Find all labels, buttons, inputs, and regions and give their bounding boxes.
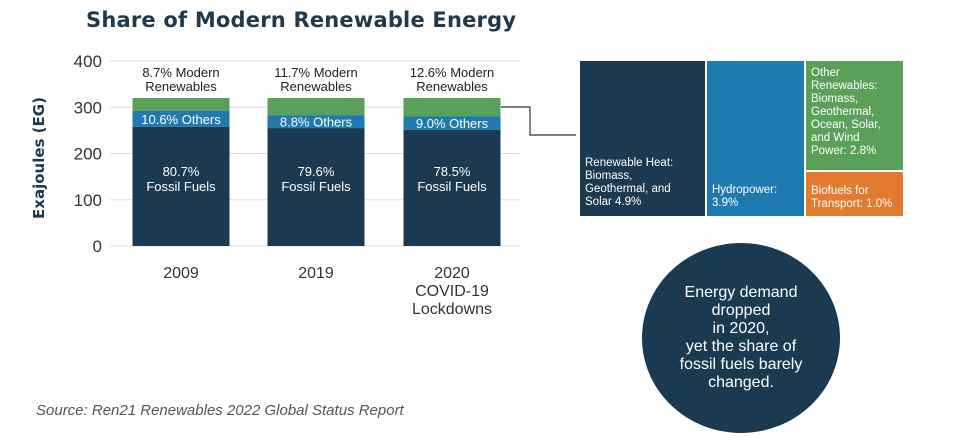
treemap-label-renewable-heat-1: Biomass,	[585, 170, 632, 182]
treemap-label-renewable-heat-3: Solar 4.9%	[585, 196, 641, 208]
treemap-label-biofuels-for-transport-1: Transport: 1.0%	[811, 198, 892, 210]
treemap-label-other-renewables-3: Geothermal,	[811, 106, 874, 118]
chart-title: Share of Modern Renewable Energy	[86, 8, 517, 32]
y-tick-label-0: 0	[93, 237, 102, 256]
data-label-fossil-0-0: 80.7%	[163, 164, 200, 179]
x-tick-label-0-0: 2009	[163, 265, 199, 282]
treemap-label-biofuels-for-transport-0: Biofuels for	[811, 185, 869, 197]
data-label-others-1: 8.8% Others	[280, 115, 353, 130]
data-label-fossil-2-0: 78.5%	[434, 164, 471, 179]
y-tick-label-200: 200	[74, 145, 102, 164]
treemap-cell-biofuels-for-transport	[806, 172, 903, 216]
data-label-others-0: 10.6% Others	[141, 112, 221, 127]
bar-fossil-fuels-0	[132, 126, 230, 246]
data-label-renewables-0-0: 8.7% Modern	[142, 65, 219, 80]
treemap-cell-renewable-heat	[580, 61, 705, 216]
bar-fossil-fuels-2	[403, 129, 501, 246]
y-tick-label-100: 100	[74, 191, 102, 210]
bar-modern-renewables-2	[403, 98, 501, 117]
y-tick-label-400: 400	[74, 52, 102, 71]
bar-others-1	[267, 115, 365, 129]
x-tick-label-2-1: COVID-19	[415, 283, 489, 300]
data-label-renewables-2-1: Renewables	[416, 79, 488, 94]
callout-text: Energy demand dropped in 2020, yet the s…	[679, 284, 803, 391]
bar-others-0	[132, 110, 230, 127]
callout-circle: Energy demand dropped in 2020, yet the s…	[642, 243, 840, 433]
treemap-label-other-renewables-6: Power: 2.8%	[811, 145, 876, 157]
y-axis-title: Exajoules (EG)	[30, 97, 48, 219]
treemap-label-hydropower-0: Hydropower:	[712, 184, 777, 196]
treemap-cell-other-renewables	[806, 61, 903, 170]
data-label-renewables-2-0: 12.6% Modern	[410, 65, 495, 80]
data-label-fossil-1-1: Fossil Fuels	[281, 179, 351, 194]
treemap-label-hydropower-1: 3.9%	[712, 197, 738, 209]
data-label-others-2: 9.0% Others	[416, 116, 489, 131]
connector-line	[501, 106, 576, 136]
data-label-renewables-0-1: Renewables	[145, 79, 217, 94]
treemap-label-other-renewables-5: and Wind	[811, 132, 860, 144]
bar-modern-renewables-1	[267, 98, 365, 116]
data-label-fossil-0-1: Fossil Fuels	[146, 179, 216, 194]
bar-others-2	[403, 116, 501, 130]
x-tick-label-2-0: 2020	[434, 265, 470, 282]
treemap-label-other-renewables-0: Other	[811, 67, 840, 79]
treemap-label-other-renewables-1: Renewables:	[811, 80, 877, 92]
source-note: Source: Ren21 Renewables 2022 Global Sta…	[36, 402, 404, 419]
y-tick-label-300: 300	[74, 98, 102, 117]
treemap-label-other-renewables-2: Biomass,	[811, 93, 858, 105]
data-label-renewables-1-1: Renewables	[280, 79, 352, 94]
treemap-cell-hydropower	[707, 61, 804, 216]
data-label-fossil-1-0: 79.6%	[298, 164, 335, 179]
treemap-label-renewable-heat-0: Renewable Heat:	[585, 157, 673, 169]
x-tick-label-1-0: 2019	[298, 265, 334, 282]
data-label-renewables-1-0: 11.7% Modern	[274, 65, 358, 80]
data-label-fossil-2-1: Fossil Fuels	[417, 179, 487, 194]
x-tick-label-2-2: Lockdowns	[412, 301, 492, 318]
bar-fossil-fuels-1	[267, 128, 365, 246]
bar-modern-renewables-0	[132, 98, 230, 111]
treemap-label-renewable-heat-2: Geothermal, and	[585, 183, 671, 195]
treemap-label-other-renewables-4: Ocean, Solar,	[811, 119, 881, 131]
